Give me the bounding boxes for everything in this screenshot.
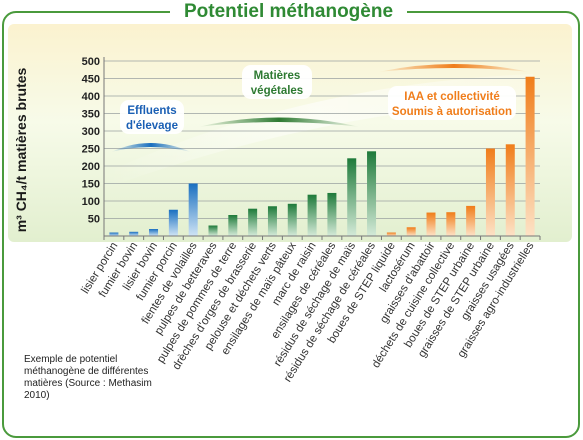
group-label: Matières	[254, 70, 301, 82]
bar	[525, 76, 535, 236]
bar	[426, 212, 436, 236]
bar-layer	[109, 76, 535, 236]
bar	[466, 205, 476, 236]
y-tick-label: 250	[82, 144, 100, 156]
y-tick-label: 200	[82, 161, 100, 173]
group-arc	[378, 64, 530, 72]
y-axis-label: m³ CH₄/t matières brutes	[13, 67, 29, 233]
y-tick-label: 400	[82, 91, 100, 103]
bar	[386, 232, 396, 236]
group-label: Effluents	[127, 105, 176, 117]
group-decorations: Effluents d'élevage Matières végétales IAA e…	[111, 64, 530, 152]
bar	[188, 183, 198, 236]
y-tick-label: 300	[82, 126, 100, 138]
bar	[228, 215, 238, 236]
bar	[485, 148, 495, 236]
chart-panel: Effluents d'élevage Matières végétales IAA e…	[8, 24, 572, 432]
group-label: Soumis à autorisation	[392, 106, 512, 118]
y-tick-label: 50	[88, 214, 100, 226]
group-arc	[111, 143, 191, 152]
chart-title: Potentiel méthanogène	[170, 0, 408, 24]
bar	[406, 227, 416, 236]
bar	[109, 232, 119, 236]
bar	[307, 194, 317, 236]
group-label-box	[242, 65, 312, 99]
bar	[287, 203, 297, 236]
bar	[168, 209, 178, 236]
group-label: végétales	[251, 85, 303, 97]
bar	[446, 212, 456, 236]
group-label: IAA et collectivité	[404, 91, 499, 103]
bar	[129, 231, 139, 236]
bar	[367, 151, 377, 236]
bar	[505, 144, 515, 236]
bar	[327, 192, 337, 236]
y-tick-label: 150	[82, 179, 100, 191]
group-arc	[198, 117, 360, 127]
group-label-box	[120, 100, 184, 134]
chart-svg: Effluents d'élevage Matières végétales IAA e…	[8, 24, 572, 384]
figure-caption: Exemple de potentiel méthanogène de diff…	[24, 354, 152, 401]
group-label-box	[388, 86, 516, 120]
group-label: d'élevage	[126, 120, 178, 132]
bar	[347, 158, 357, 236]
y-tick-label: 350	[82, 109, 100, 121]
bar	[248, 208, 258, 236]
bar	[149, 229, 159, 236]
axis-layer	[103, 57, 541, 240]
bar	[208, 225, 218, 236]
y-tick-label: 500	[82, 56, 100, 68]
tick-labels: 50 100 150 200 250 300 350 400 450 500	[82, 56, 100, 226]
y-tick-label: 100	[82, 196, 100, 208]
y-tick-label: 450	[82, 74, 100, 86]
bar	[267, 206, 277, 236]
